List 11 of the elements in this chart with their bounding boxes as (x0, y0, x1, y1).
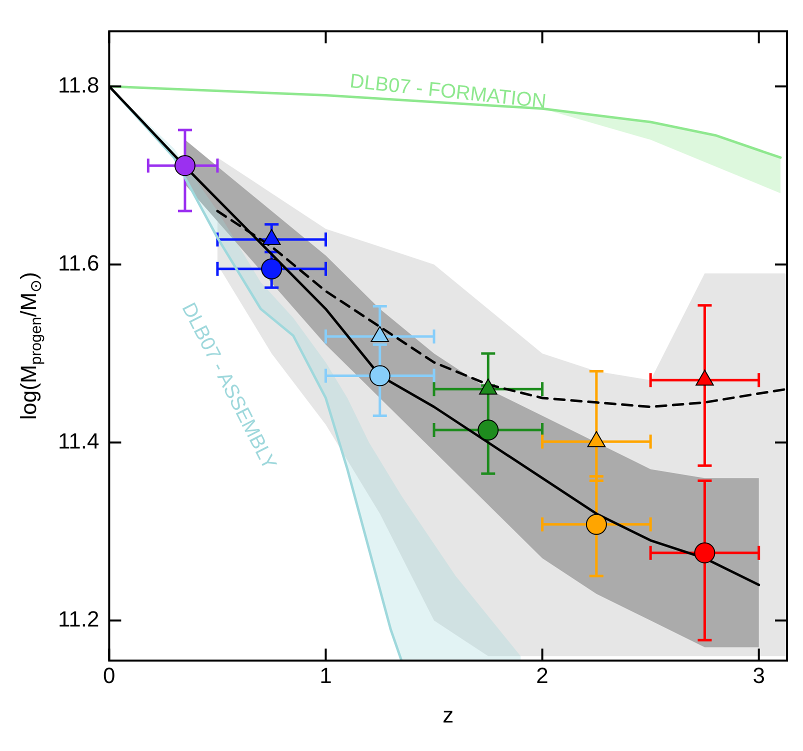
y-axis-title: log(Mprogen/M⊙) (16, 272, 45, 420)
x-axis-title: z (442, 702, 454, 728)
x-tick-label: 2 (536, 662, 548, 688)
x-tick-label: 3 (752, 662, 765, 688)
y-tick-label: 11.6 (58, 250, 100, 276)
y-tick-label: 11.2 (58, 606, 100, 632)
y-tick-label: 11.8 (58, 72, 100, 98)
text: DLB07 - FORMATION (348, 70, 548, 114)
y-tick-label: 11.4 (58, 428, 100, 454)
x-tick-label: 0 (103, 662, 116, 688)
x-tick-label: 1 (320, 662, 332, 688)
